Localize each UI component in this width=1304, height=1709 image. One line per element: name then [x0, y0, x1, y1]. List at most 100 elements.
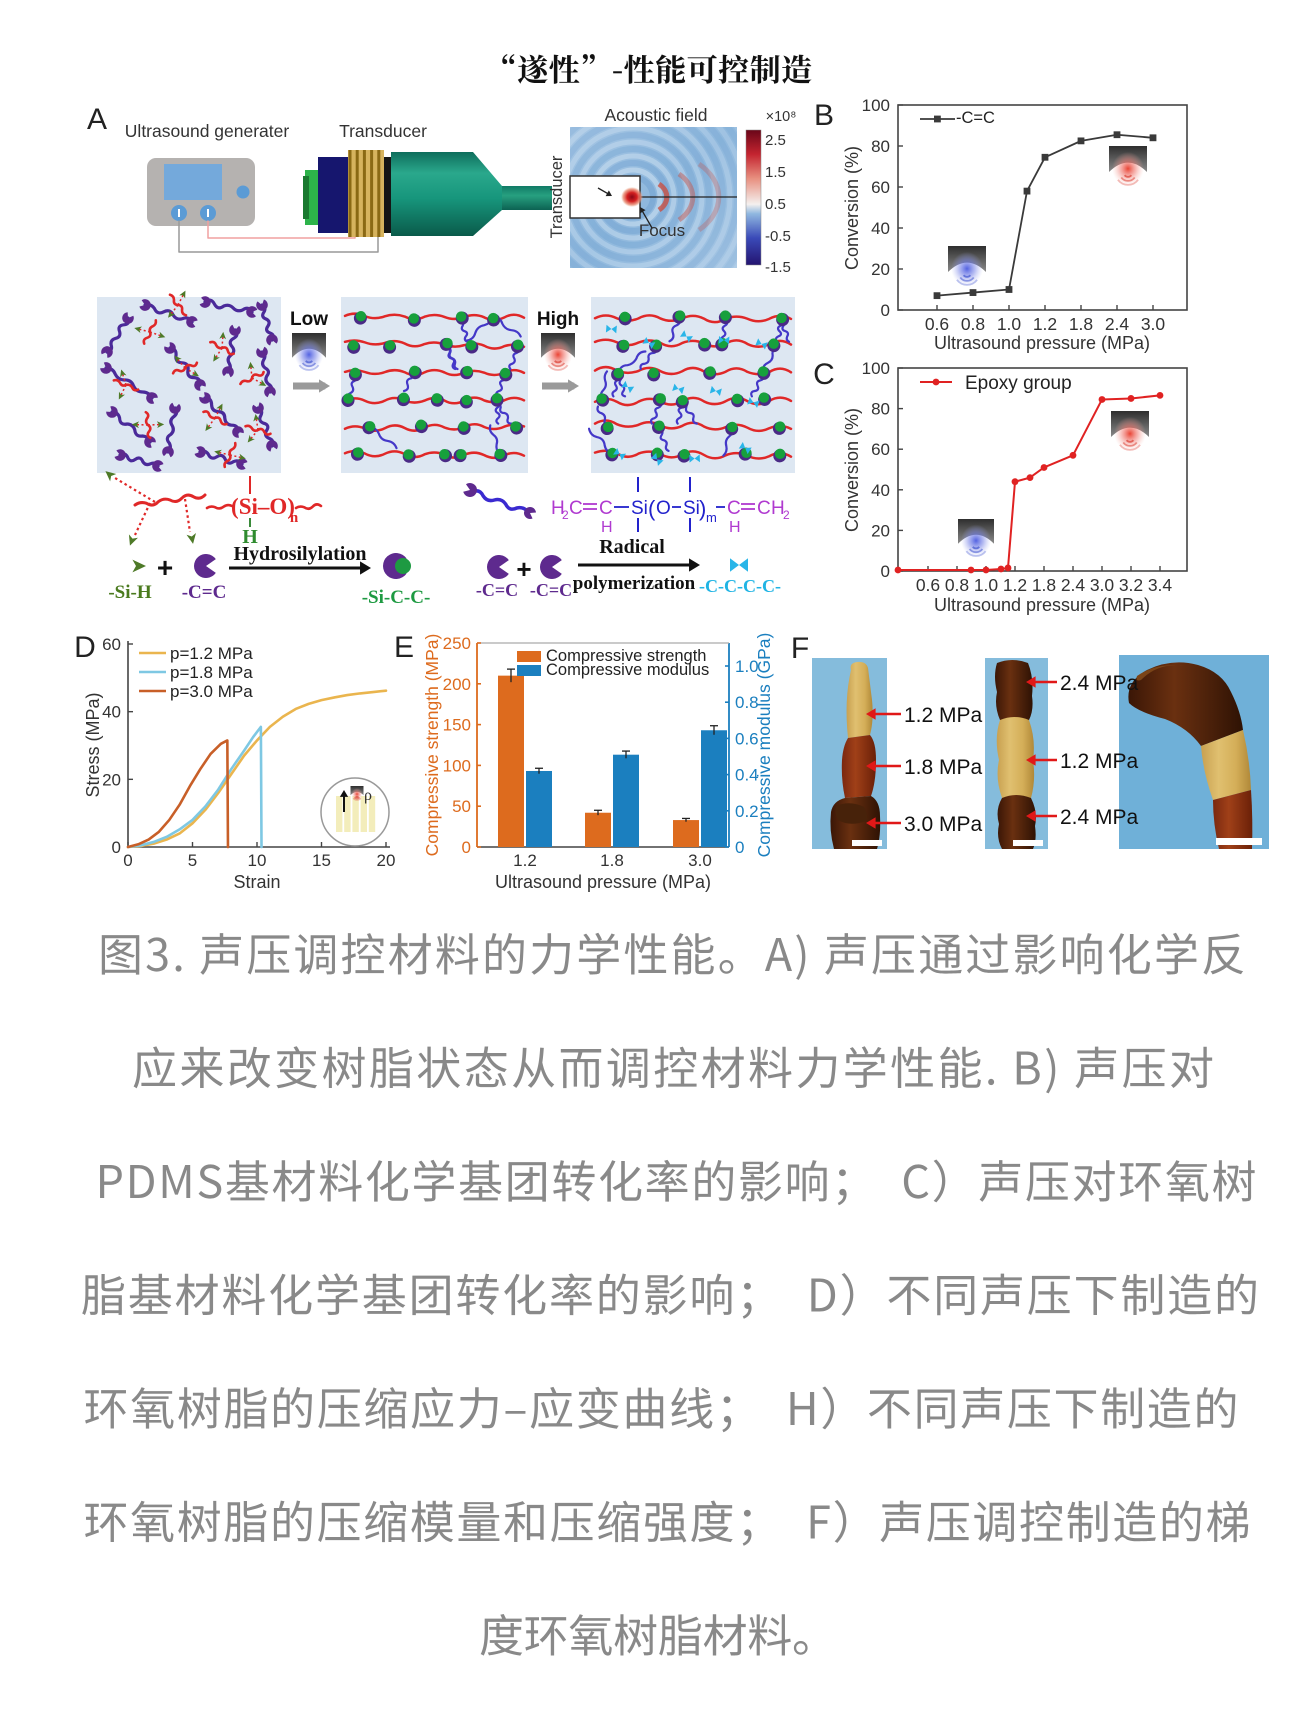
svg-text:-Si-C-C-: -Si-C-C-: [362, 587, 431, 608]
svg-text:0.6: 0.6: [916, 575, 940, 595]
svg-text:0.2: 0.2: [735, 802, 759, 821]
svg-text:20: 20: [871, 521, 890, 540]
svg-text:3.0: 3.0: [1090, 575, 1115, 595]
svg-text:Si: Si: [631, 498, 648, 519]
svg-text:Transducer: Transducer: [548, 155, 566, 238]
svg-text:H: H: [729, 519, 741, 536]
svg-text:1.8 MPa: 1.8 MPa: [904, 756, 983, 779]
svg-text:Stress (MPa): Stress (MPa): [83, 692, 103, 797]
svg-text:F: F: [791, 632, 809, 665]
svg-text:60: 60: [102, 635, 121, 654]
svg-text:Compressive strength: Compressive strength: [546, 647, 706, 665]
svg-text:Transducer: Transducer: [339, 121, 427, 141]
svg-text:20: 20: [871, 260, 890, 279]
svg-text:1.8: 1.8: [1069, 314, 1093, 334]
svg-text:40: 40: [871, 219, 890, 238]
svg-text:0.8: 0.8: [735, 693, 759, 712]
svg-text:-Si-H: -Si-H: [108, 582, 152, 603]
svg-text:0.5: 0.5: [765, 196, 786, 213]
svg-text:Ultrasound pressure (MPa): Ultrasound pressure (MPa): [934, 333, 1150, 353]
svg-text:p=3.0 MPa: p=3.0 MPa: [170, 682, 253, 701]
svg-text:1.0: 1.0: [974, 575, 999, 595]
svg-text:15: 15: [312, 851, 331, 870]
svg-text:0.8: 0.8: [945, 575, 969, 595]
svg-text:0.8: 0.8: [961, 314, 985, 334]
svg-text:Ultrasound pressure (MPa): Ultrasound pressure (MPa): [495, 872, 711, 892]
svg-text:150: 150: [443, 716, 471, 735]
svg-text:B: B: [814, 99, 834, 132]
svg-text:Conversion (%): Conversion (%): [842, 408, 862, 532]
svg-text:Hydrosilylation: Hydrosilylation: [234, 543, 367, 565]
svg-text:+: +: [516, 554, 531, 584]
svg-text:1.2 MPa: 1.2 MPa: [1060, 750, 1139, 773]
svg-text:-C-C-C-C-: -C-C-C-C-: [699, 576, 781, 596]
svg-text:2.4: 2.4: [1061, 575, 1086, 595]
svg-text:3.4: 3.4: [1148, 575, 1173, 595]
svg-text:0: 0: [735, 838, 744, 857]
svg-text:Ultrasound generater: Ultrasound generater: [125, 121, 290, 141]
svg-text:Compressive modulus: Compressive modulus: [546, 661, 709, 679]
svg-text:3.0 MPa: 3.0 MPa: [904, 813, 983, 836]
svg-text:40: 40: [871, 481, 890, 500]
svg-text:0.4: 0.4: [735, 766, 759, 785]
svg-text:2: 2: [783, 508, 790, 522]
svg-text:Ultrasound pressure (MPa): Ultrasound pressure (MPa): [934, 595, 1150, 615]
svg-text:0: 0: [881, 301, 890, 320]
svg-text:D: D: [74, 631, 96, 664]
svg-text:0.6: 0.6: [925, 314, 949, 334]
svg-text:1.0: 1.0: [735, 657, 759, 676]
svg-text:): ): [699, 496, 706, 521]
svg-text:Conversion (%): Conversion (%): [842, 146, 862, 270]
svg-text:H: H: [601, 519, 613, 536]
svg-text:Strain: Strain: [233, 872, 280, 892]
svg-text:20: 20: [102, 770, 121, 789]
svg-text:50: 50: [452, 797, 471, 816]
svg-text:100: 100: [443, 756, 471, 775]
svg-text:80: 80: [871, 400, 890, 419]
svg-text:1.2: 1.2: [1033, 314, 1057, 334]
svg-text:2.4: 2.4: [1105, 314, 1130, 334]
svg-text:O: O: [656, 498, 671, 519]
svg-text:-1.5: -1.5: [765, 259, 791, 276]
svg-text:100: 100: [862, 96, 890, 115]
svg-text:+: +: [157, 552, 173, 583]
svg-text:Radical: Radical: [599, 536, 665, 558]
svg-text:Si: Si: [683, 498, 700, 519]
svg-text:C: C: [757, 498, 771, 519]
svg-text:H: H: [771, 498, 785, 519]
svg-text:×10⁸: ×10⁸: [766, 109, 797, 125]
svg-text:3.0: 3.0: [688, 851, 712, 870]
svg-text:3.0: 3.0: [1141, 314, 1166, 334]
svg-text:40: 40: [102, 703, 121, 722]
svg-text:1.2: 1.2: [513, 851, 537, 870]
svg-text:1.2 MPa: 1.2 MPa: [904, 704, 983, 727]
svg-text:0: 0: [462, 838, 471, 857]
svg-text:0: 0: [112, 838, 121, 857]
svg-text:2.4 MPa: 2.4 MPa: [1060, 672, 1139, 695]
svg-text:p=1.2 MPa: p=1.2 MPa: [170, 644, 253, 663]
svg-text:Acoustic field: Acoustic field: [604, 105, 707, 125]
svg-text:1.5: 1.5: [765, 164, 786, 181]
svg-text:80: 80: [871, 137, 890, 156]
svg-text:1.8: 1.8: [600, 851, 624, 870]
svg-text:Compressive strength (MPa): Compressive strength (MPa): [422, 634, 442, 857]
svg-text:3.2: 3.2: [1119, 575, 1143, 595]
svg-text:H: H: [242, 526, 258, 548]
svg-text:-C=C: -C=C: [530, 580, 572, 600]
svg-text:-C=C: -C=C: [956, 109, 995, 127]
svg-text:Low: Low: [290, 309, 328, 330]
svg-text:(: (: [648, 496, 656, 521]
svg-text:High: High: [537, 309, 579, 330]
svg-text:E: E: [394, 631, 414, 664]
svg-text:0: 0: [881, 562, 890, 581]
svg-text:20: 20: [377, 851, 396, 870]
svg-text:-0.5: -0.5: [765, 228, 791, 245]
svg-text:1.0: 1.0: [997, 314, 1022, 334]
svg-text:2.4 MPa: 2.4 MPa: [1060, 806, 1139, 829]
svg-text:2.5: 2.5: [765, 132, 786, 149]
svg-text:Epoxy group: Epoxy group: [965, 373, 1072, 394]
svg-text:0: 0: [123, 851, 132, 870]
svg-text:250: 250: [443, 634, 471, 653]
svg-text:C: C: [599, 498, 613, 519]
svg-text:-C=C: -C=C: [476, 580, 518, 600]
